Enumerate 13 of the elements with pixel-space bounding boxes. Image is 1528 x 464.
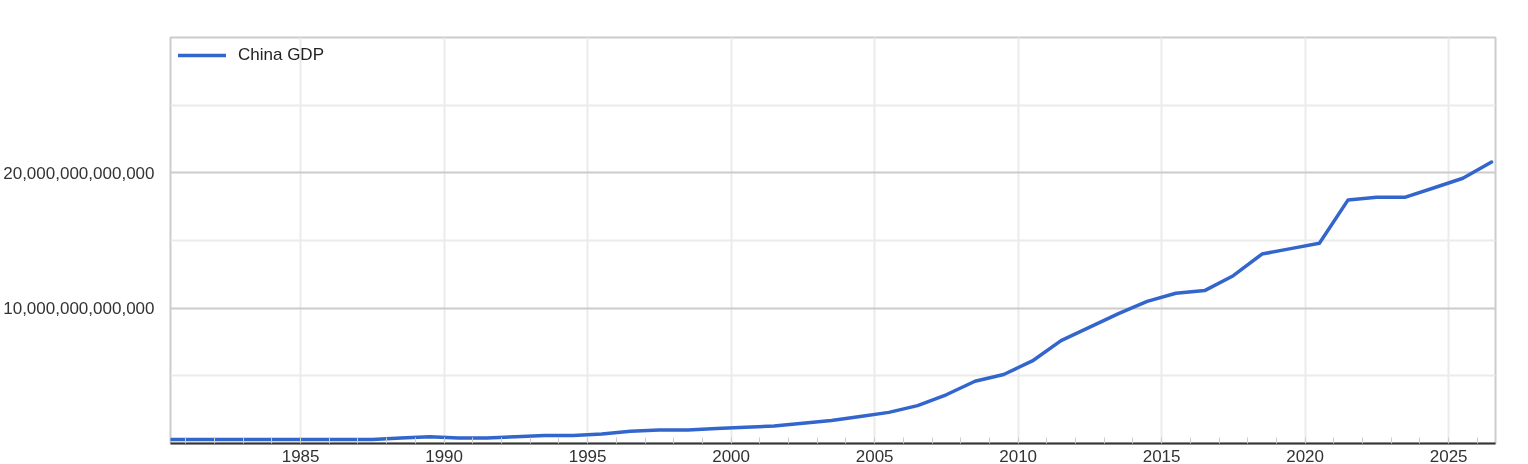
legend-label: China GDP [238,45,324,65]
x-tick-label: 2025 [1429,446,1468,464]
x-tick-label: 1990 [425,446,464,464]
y-tick-label: 10,000,000,000,000 [3,299,155,319]
x-tick-label: 2000 [712,446,750,464]
x-tick-label: 2005 [855,446,894,464]
x-tick-label: 2015 [1142,446,1181,464]
x-tick-label: 1985 [281,446,320,464]
y-tick-label: 20,000,000,000,000 [3,163,155,183]
x-tick-label: 2020 [1286,446,1325,464]
line-series [170,160,1494,442]
x-tick-label: 2010 [999,446,1038,464]
x-tick-label: 1995 [568,446,607,464]
